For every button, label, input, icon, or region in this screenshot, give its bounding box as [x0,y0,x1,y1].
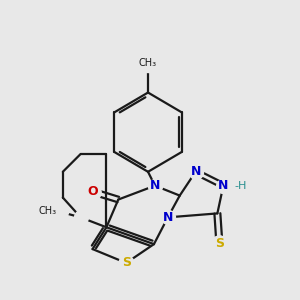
Text: S: S [215,237,224,250]
Text: O: O [87,185,98,198]
Text: N: N [150,179,160,192]
Text: N: N [218,179,229,192]
Text: N: N [190,165,201,178]
Text: CH₃: CH₃ [139,58,157,68]
Text: S: S [122,256,131,269]
Text: N: N [163,211,173,224]
Text: -H: -H [234,181,247,191]
Text: CH₃: CH₃ [39,206,57,216]
